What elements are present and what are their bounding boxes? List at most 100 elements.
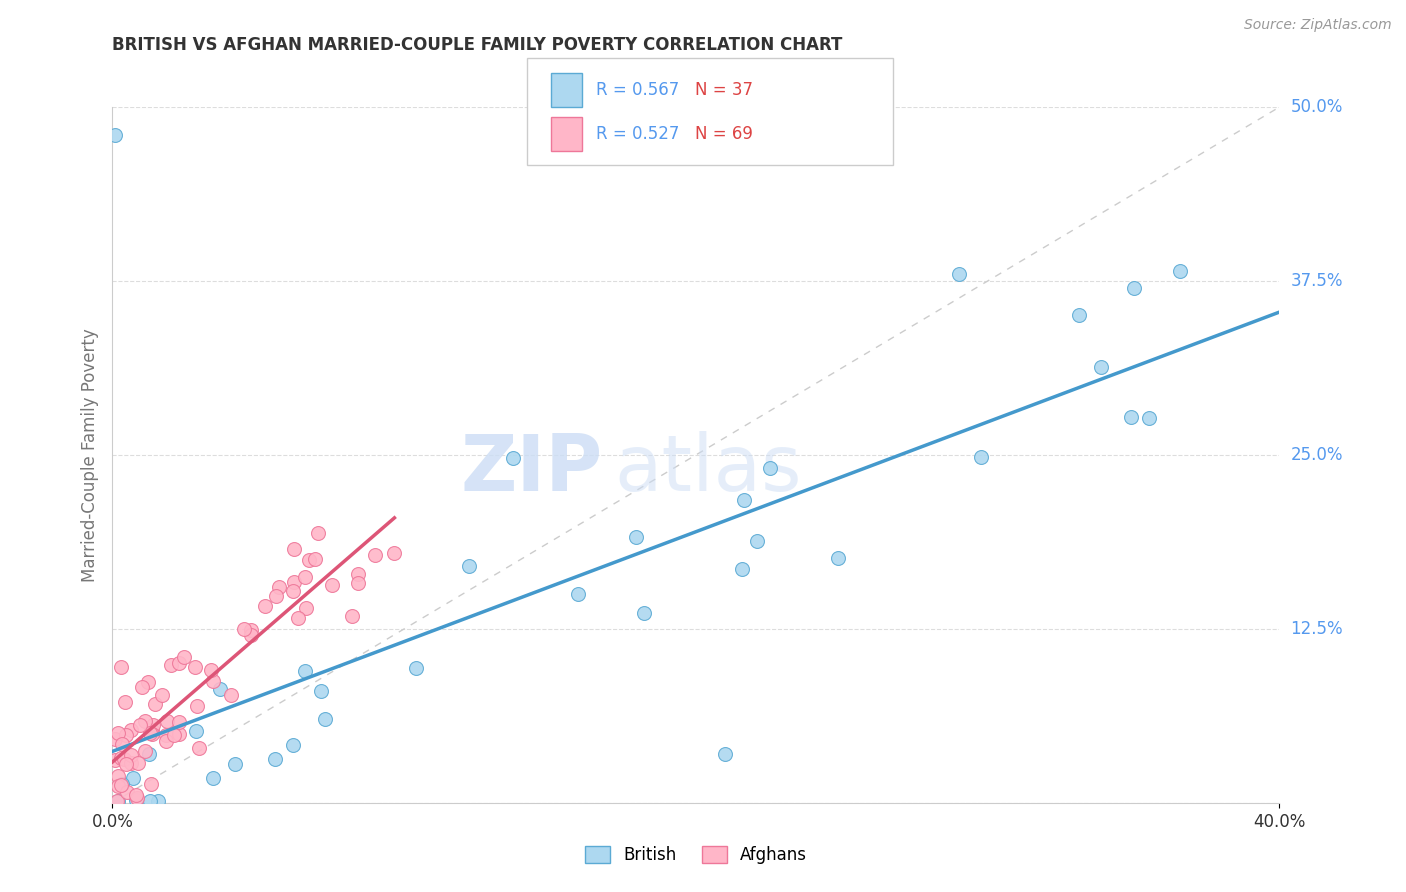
Point bbox=[827, 551, 849, 566]
Point bbox=[200, 663, 222, 677]
Point bbox=[111, 737, 134, 751]
Point bbox=[139, 794, 162, 808]
Point bbox=[114, 695, 136, 709]
Point bbox=[264, 590, 287, 604]
Point bbox=[1122, 281, 1144, 295]
Point bbox=[294, 570, 316, 584]
Point bbox=[240, 628, 263, 642]
Point bbox=[970, 450, 993, 464]
Point bbox=[240, 623, 263, 637]
Point bbox=[136, 675, 159, 690]
Point bbox=[183, 660, 205, 674]
Point bbox=[110, 660, 132, 674]
Point bbox=[458, 559, 481, 574]
Point bbox=[115, 757, 138, 772]
Point bbox=[167, 656, 190, 670]
Point bbox=[283, 541, 305, 556]
Point bbox=[114, 728, 136, 742]
Point bbox=[105, 794, 128, 808]
Point bbox=[281, 738, 304, 752]
Point bbox=[127, 790, 149, 805]
Point bbox=[502, 451, 524, 466]
Point bbox=[141, 727, 163, 741]
Point bbox=[298, 552, 321, 566]
Point bbox=[120, 723, 142, 738]
Point bbox=[263, 752, 285, 766]
Point bbox=[759, 461, 782, 475]
Point bbox=[1090, 359, 1112, 374]
Point bbox=[107, 779, 129, 793]
Point bbox=[122, 771, 145, 785]
Point bbox=[107, 794, 129, 808]
Point bbox=[138, 726, 160, 740]
Point bbox=[745, 533, 768, 548]
Point bbox=[281, 583, 304, 598]
Point bbox=[134, 744, 156, 758]
Text: 37.5%: 37.5% bbox=[1291, 272, 1343, 290]
Point bbox=[201, 673, 224, 688]
Point bbox=[184, 724, 207, 739]
Point bbox=[314, 713, 336, 727]
Point bbox=[120, 756, 142, 770]
Point bbox=[114, 752, 136, 766]
Point bbox=[233, 623, 256, 637]
Point bbox=[186, 699, 208, 714]
Point bbox=[253, 599, 276, 613]
Point bbox=[948, 267, 970, 281]
Point bbox=[167, 726, 190, 740]
Point bbox=[142, 717, 165, 731]
Point bbox=[129, 718, 152, 732]
Point bbox=[188, 740, 211, 755]
Point bbox=[155, 728, 177, 742]
Point bbox=[202, 771, 225, 785]
Point bbox=[104, 128, 127, 142]
Point bbox=[120, 747, 142, 762]
Point bbox=[294, 664, 316, 678]
Point bbox=[160, 658, 183, 673]
Point bbox=[1067, 309, 1090, 323]
Point bbox=[295, 600, 318, 615]
Point bbox=[405, 661, 427, 675]
Point bbox=[146, 794, 169, 808]
Text: BRITISH VS AFGHAN MARRIED-COUPLE FAMILY POVERTY CORRELATION CHART: BRITISH VS AFGHAN MARRIED-COUPLE FAMILY … bbox=[112, 36, 842, 54]
Point bbox=[346, 567, 368, 582]
Point bbox=[308, 525, 330, 540]
Point bbox=[731, 561, 754, 575]
Point bbox=[384, 546, 406, 560]
Text: N = 37: N = 37 bbox=[695, 80, 752, 99]
Point bbox=[224, 756, 246, 771]
Point bbox=[364, 549, 387, 563]
Point bbox=[156, 714, 179, 728]
Point bbox=[169, 715, 191, 730]
Point bbox=[321, 578, 343, 592]
Point bbox=[141, 723, 163, 738]
Text: Source: ZipAtlas.com: Source: ZipAtlas.com bbox=[1244, 18, 1392, 32]
Legend: British, Afghans: British, Afghans bbox=[578, 839, 814, 871]
Text: 12.5%: 12.5% bbox=[1291, 620, 1343, 638]
Point bbox=[1121, 409, 1143, 424]
Text: ZIP: ZIP bbox=[460, 431, 603, 507]
Point bbox=[110, 778, 132, 792]
Point bbox=[125, 793, 148, 807]
Point bbox=[1137, 410, 1160, 425]
Point bbox=[138, 747, 160, 761]
Text: 25.0%: 25.0% bbox=[1291, 446, 1343, 464]
Point bbox=[287, 610, 309, 624]
Text: R = 0.527: R = 0.527 bbox=[596, 125, 679, 143]
Point bbox=[152, 688, 174, 702]
Point bbox=[131, 680, 153, 694]
Point bbox=[309, 683, 332, 698]
Point bbox=[714, 747, 737, 761]
Point bbox=[304, 551, 326, 566]
Point bbox=[115, 785, 138, 799]
Point bbox=[124, 788, 146, 802]
Point bbox=[127, 756, 149, 771]
Text: N = 69: N = 69 bbox=[695, 125, 752, 143]
Point bbox=[163, 728, 186, 742]
Point bbox=[104, 731, 127, 746]
Point bbox=[1168, 264, 1191, 278]
Point bbox=[267, 580, 290, 594]
Text: R = 0.567: R = 0.567 bbox=[596, 80, 679, 99]
Point bbox=[107, 768, 129, 782]
Point bbox=[107, 726, 129, 740]
